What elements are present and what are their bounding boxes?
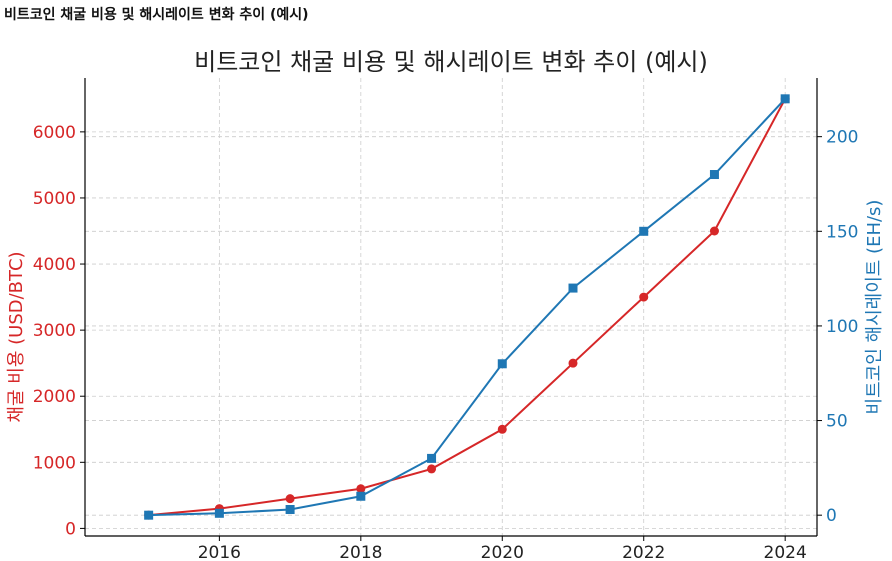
right-tick-label: 200: [826, 128, 858, 148]
right-axis-label: 비트코인 해시레이트 (EH/s): [864, 200, 885, 415]
grid-lines: [85, 78, 817, 536]
series-mining-cost: [144, 94, 790, 520]
chart-title: 비트코인 채굴 비용 및 해시레이트 변화 추이 (예시): [194, 48, 708, 76]
right-tick-label: 150: [826, 222, 858, 242]
right-tick-label: 100: [826, 317, 858, 337]
data-point-circle: [427, 464, 437, 474]
left-tick-label: 6000: [33, 123, 76, 143]
x-tick-label: 2024: [764, 543, 807, 561]
data-point-circle: [709, 226, 719, 236]
x-axis-ticks: 2016 2018 2020 2022 2024: [198, 536, 807, 561]
series-layer: [144, 94, 790, 520]
data-point-square: [709, 170, 719, 180]
left-tick-label: 5000: [33, 189, 76, 209]
left-tick-label: 0: [65, 519, 76, 539]
left-axis-label: 채굴 비용 (USD/BTC): [6, 251, 27, 422]
series-line: [148, 98, 786, 517]
data-point-square: [285, 505, 295, 515]
data-point-circle: [356, 484, 366, 494]
data-point-circle: [285, 494, 295, 504]
x-tick-label: 2016: [198, 543, 241, 561]
data-point-square: [568, 283, 578, 293]
series-line: [148, 98, 787, 517]
data-point-square: [497, 359, 507, 369]
x-tick-label: 2022: [622, 543, 665, 561]
data-point-circle: [568, 358, 578, 368]
data-point-circle: [497, 424, 507, 434]
data-point-square: [144, 510, 154, 520]
series-hashrate: [144, 94, 790, 520]
data-point-square: [356, 491, 366, 501]
right-tick-label: 50: [826, 412, 848, 432]
right-tick-label: 0: [826, 506, 837, 526]
left-tick-label: 2000: [33, 387, 76, 407]
data-point-square: [639, 226, 649, 236]
left-tick-label: 1000: [33, 453, 76, 473]
x-tick-label: 2018: [339, 543, 382, 561]
data-point-circle: [639, 292, 649, 302]
x-tick-label: 2020: [481, 543, 524, 561]
left-tick-label: 4000: [33, 255, 76, 275]
left-tick-label: 3000: [33, 321, 76, 341]
right-axis-ticks: 0 50 100 150 200: [817, 128, 858, 526]
data-point-square: [214, 508, 224, 518]
page-heading: 비트코인 채굴 비용 및 해시레이트 변화 추이 (예시): [4, 7, 309, 23]
data-point-square: [427, 453, 437, 463]
left-axis-ticks: 0 1000 2000 3000 4000 5000 6000: [33, 123, 85, 539]
axes: [84, 78, 818, 537]
data-point-square: [780, 94, 790, 104]
